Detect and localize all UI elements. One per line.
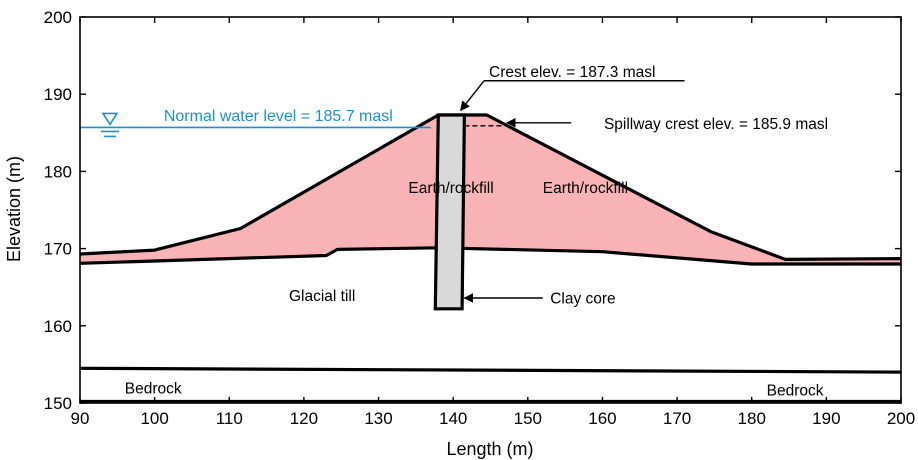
- y-tick-label: 180: [44, 162, 72, 181]
- y-tick-label: 190: [44, 85, 72, 104]
- x-tick-label: 170: [663, 409, 691, 428]
- y-axis-label: Elevation (m): [4, 156, 24, 262]
- water-level-label: Normal water level = 185.7 masl: [164, 108, 393, 125]
- annotation-label: Spillway crest elev. = 185.9 masl: [604, 116, 828, 133]
- foundation-top-line: [79, 246, 901, 266]
- y-tick-label: 200: [44, 8, 72, 27]
- x-tick-label: 120: [290, 409, 318, 428]
- labels: Normal water level = 185.7 masl Earth/roc…: [125, 64, 828, 399]
- plot-area: [79, 112, 902, 404]
- x-tick-label: 180: [738, 409, 766, 428]
- annotation-arrow: [460, 80, 485, 112]
- x-tick-label: 90: [71, 409, 90, 428]
- x-tick-label: 110: [216, 409, 243, 428]
- x-axis-label: Length (m): [446, 439, 533, 459]
- x-tick-label: 100: [140, 409, 168, 428]
- clay-core: [433, 113, 467, 311]
- y-tick-label: 150: [44, 394, 72, 413]
- axes: 90 100 110 120 130 140 150 160 170 180 190 200 150 16…: [44, 8, 916, 428]
- embankment-fill: [80, 115, 901, 264]
- x-tick-label: 130: [364, 409, 392, 428]
- x-tick-label: 140: [439, 409, 467, 428]
- x-tick-label: 150: [514, 409, 542, 428]
- water-level-icon: [101, 112, 119, 126]
- bedrock-top-line: [79, 366, 902, 374]
- y-tick-label: 160: [44, 317, 72, 336]
- layer-label: Earth/rockfill: [543, 180, 628, 197]
- y-tick-label: 170: [44, 240, 72, 259]
- layer-label: Glacial till: [289, 288, 355, 305]
- plot-frame: [79, 16, 902, 404]
- x-tick-label: 160: [588, 409, 616, 428]
- x-tick-label: 200: [887, 409, 915, 428]
- annotation-label: Crest elev. = 187.3 masl: [489, 64, 655, 81]
- layer-label: Bedrock: [125, 381, 182, 398]
- x-tick-label: 190: [812, 409, 840, 428]
- layer-label: Earth/rockfill: [408, 180, 493, 197]
- annotation-label: Clay core: [550, 290, 615, 307]
- layer-label: Bedrock: [767, 382, 824, 399]
